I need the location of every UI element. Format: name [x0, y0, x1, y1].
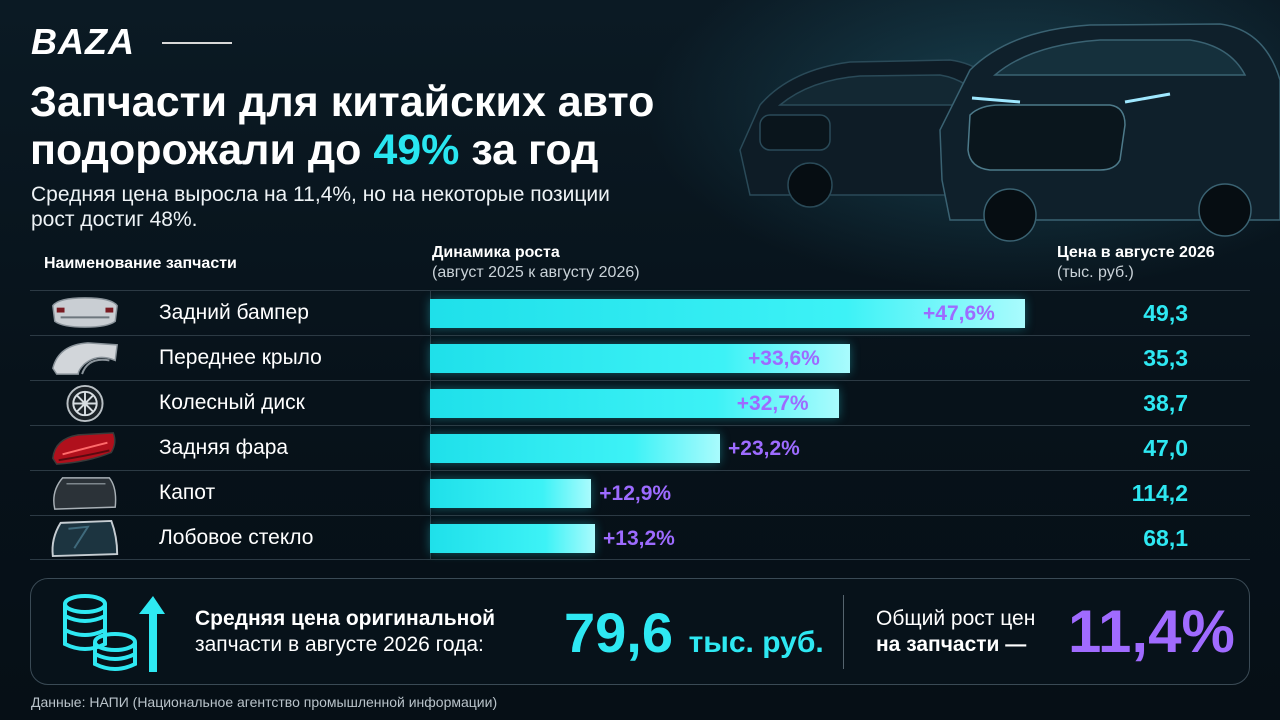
part-name: Лобовое стекло [159, 526, 314, 549]
part-price: 114,2 [1131, 480, 1188, 506]
part-name: Переднее крыло [159, 346, 322, 369]
column-dynamics-title: Динамика роста [432, 244, 560, 261]
table-row: Переднее крыло +33,6% 35,3 [30, 335, 1250, 380]
part-price: 47,0 [1143, 435, 1188, 461]
part-name: Капот [159, 481, 216, 504]
table-row: Задняя фара +23,2% 47,0 [30, 425, 1250, 470]
column-name-label: Наименование запчасти [44, 255, 237, 272]
column-header-dynamics: Динамика роста (август 2025 к августу 20… [432, 243, 640, 283]
growth-bar [430, 524, 595, 553]
table-row: Лобовое стекло +13,2% 68,1 [30, 515, 1250, 560]
growth-bar-label: +13,2% [603, 527, 675, 550]
growth-bar-label: +32,7% [736, 392, 809, 415]
tail-light-icon [52, 432, 116, 465]
column-dynamics-sub: (август 2025 к августу 2026) [432, 264, 640, 281]
subtitle: Средняя цена выросла на 11,4%, но на нек… [31, 183, 610, 231]
growth-bar-label: +33,6% [748, 347, 820, 370]
growth-bar [430, 389, 839, 418]
column-price-title: Цена в августе 2026 [1057, 244, 1215, 261]
part-name: Колесный диск [159, 391, 305, 414]
table-row: Капот +12,9% 114,2 [30, 470, 1250, 515]
average-price-number: 79,6 [564, 601, 673, 664]
average-price-label-rest: запчасти в августе 2026 года: [195, 633, 484, 656]
growth-bar [430, 434, 720, 463]
part-price: 38,7 [1143, 390, 1188, 416]
part-name: Задняя фара [159, 436, 289, 459]
average-price-label: Средняя цена оригинальной запчасти в авг… [195, 606, 575, 658]
column-header-price: Цена в августе 2026 (тыс. руб.) [1057, 243, 1215, 283]
growth-bar-label: +47,6% [923, 302, 995, 325]
parts-table: Задний бампер +47,6% 49,3 Переднее крыло +33… [30, 290, 1250, 560]
brand-logo: BAZA [31, 21, 135, 62]
growth-bar [430, 479, 592, 508]
average-price-unit: тыс. руб. [688, 626, 824, 659]
title-line-2-start: подорожали до [30, 126, 374, 174]
cars-illustration [739, 23, 1280, 242]
part-price: 49,3 [1143, 300, 1188, 326]
title-line-1: Запчасти для китайских авто [30, 78, 655, 126]
total-growth-label-line1: Общий рост цен [876, 607, 1036, 630]
wheel-rim-icon [66, 384, 104, 423]
average-price-label-bold: Средняя цена оригинальной [195, 607, 496, 630]
total-growth-label-line2: на запчасти — [876, 633, 1027, 656]
part-price: 68,1 [1143, 525, 1188, 551]
column-header-name: Наименование запчасти [44, 254, 237, 274]
data-source: Данные: НАПИ (Национальное агентство про… [31, 694, 498, 710]
front-fender-icon [52, 342, 118, 375]
page-title: Запчасти для китайских авто подорожали д… [30, 78, 730, 174]
growth-bar [430, 299, 1025, 328]
logo-divider [162, 42, 232, 44]
growth-bar-label: +23,2% [728, 437, 800, 460]
coins-growth-icon [63, 594, 165, 672]
growth-bar-label: +12,9% [599, 482, 672, 505]
part-name: Задний бампер [159, 301, 309, 324]
column-price-sub: (тыс. руб.) [1057, 264, 1134, 281]
total-growth-value: 11,4% [1068, 598, 1235, 665]
total-growth-label: Общий рост цен на запчасти — [876, 606, 1076, 658]
hood-icon [53, 477, 117, 510]
title-highlight: 49% [373, 126, 460, 174]
table-row: Задний бампер +47,6% 49,3 [30, 290, 1250, 335]
windshield-icon [51, 519, 119, 558]
title-line-2-end: за год [459, 126, 599, 174]
summary-panel: Средняя цена оригинальной запчасти в авг… [30, 578, 1250, 685]
table-row: Колесный диск +32,7% 38,7 [30, 380, 1250, 425]
part-price: 35,3 [1143, 345, 1188, 371]
rear-bumper-icon [52, 297, 118, 328]
summary-divider [843, 595, 844, 669]
growth-bar [430, 344, 850, 373]
average-price-value: 79,6 тыс. руб. [564, 601, 824, 675]
